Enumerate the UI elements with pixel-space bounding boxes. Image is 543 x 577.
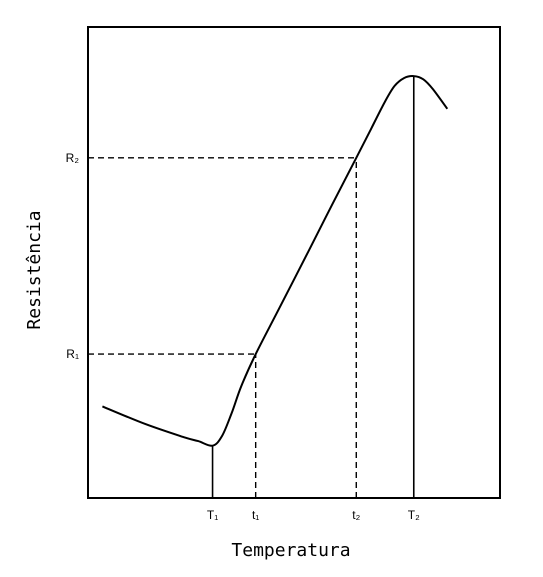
x-marker-label-3: T₂ bbox=[408, 508, 420, 522]
resistance-curve bbox=[102, 75, 449, 447]
plot-frame bbox=[87, 26, 501, 499]
x-marker-label-2: t₂ bbox=[352, 508, 360, 522]
x-axis-title: Temperatura bbox=[231, 540, 350, 561]
x-marker-label-1: t₁ bbox=[252, 508, 259, 522]
y-marker-label-0: R₁ bbox=[66, 347, 79, 361]
y-marker-label-1: R₂ bbox=[66, 151, 80, 165]
y-axis-title: Resistência bbox=[24, 210, 45, 329]
x-marker-labels: T₁ t₁ t₂ T₂ bbox=[207, 508, 420, 522]
x-marker-label-0: T₁ bbox=[207, 508, 218, 522]
marker-lines bbox=[88, 76, 415, 498]
y-marker-labels: R₁ R₂ bbox=[66, 151, 80, 361]
